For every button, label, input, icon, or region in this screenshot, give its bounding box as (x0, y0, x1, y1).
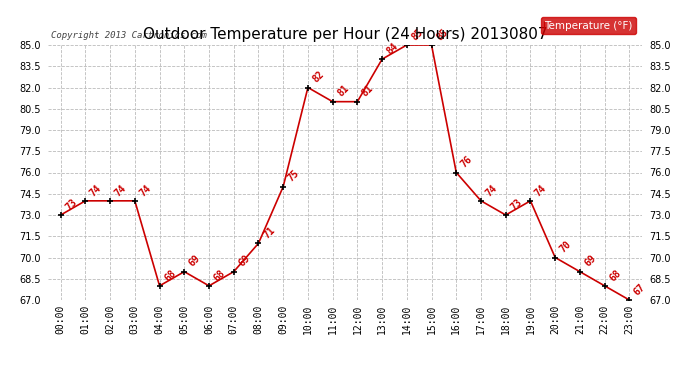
Text: 68: 68 (607, 268, 623, 283)
Text: 81: 81 (360, 84, 375, 99)
Text: 74: 74 (484, 183, 499, 198)
Text: 68: 68 (212, 268, 227, 283)
Text: 69: 69 (582, 254, 598, 269)
Text: 74: 74 (113, 183, 128, 198)
Text: 71: 71 (262, 225, 277, 240)
Title: Outdoor Temperature per Hour (24 Hours) 20130807: Outdoor Temperature per Hour (24 Hours) … (143, 27, 547, 42)
Text: 75: 75 (286, 168, 302, 184)
Text: 74: 74 (137, 183, 153, 198)
Text: 81: 81 (335, 84, 351, 99)
Text: 70: 70 (558, 239, 573, 255)
Text: 74: 74 (533, 183, 549, 198)
Text: 85: 85 (410, 27, 425, 42)
Text: 73: 73 (509, 197, 524, 212)
Legend: Temperature (°F): Temperature (°F) (541, 17, 636, 34)
Text: 84: 84 (385, 41, 400, 56)
Text: 85: 85 (434, 27, 450, 42)
Text: 67: 67 (632, 282, 647, 297)
Text: 69: 69 (187, 254, 202, 269)
Text: 76: 76 (459, 154, 475, 170)
Text: 73: 73 (63, 197, 79, 212)
Text: 69: 69 (237, 254, 252, 269)
Text: Copyright 2013 Cartronics.com: Copyright 2013 Cartronics.com (51, 31, 207, 40)
Text: 82: 82 (310, 69, 326, 85)
Text: 74: 74 (88, 183, 104, 198)
Text: 68: 68 (162, 268, 178, 283)
